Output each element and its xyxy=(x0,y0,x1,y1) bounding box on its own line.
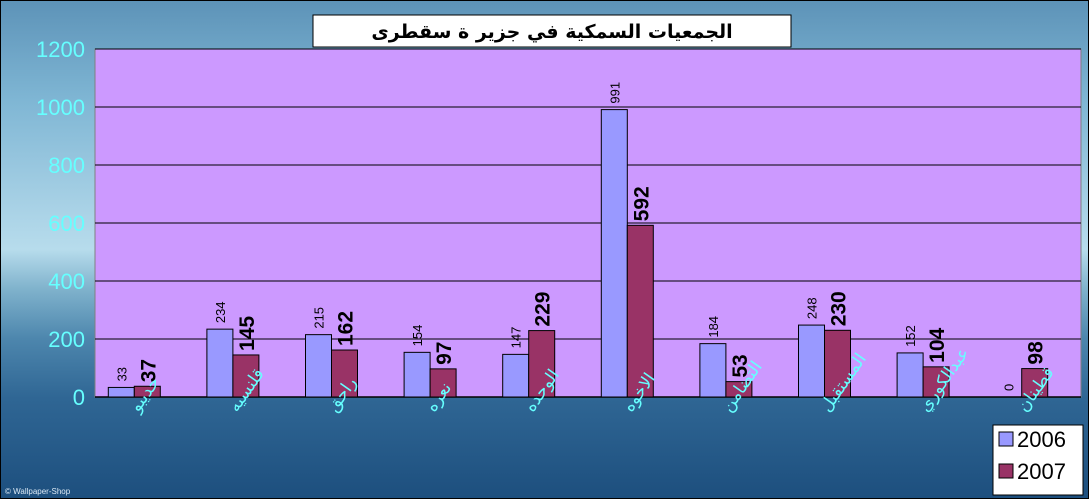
bar-2006 xyxy=(107,386,135,398)
bar-2007 xyxy=(133,385,161,398)
data-label-2006: 147 xyxy=(509,327,524,349)
data-label-2007: 97 xyxy=(433,342,456,365)
y-tick-label: 0 xyxy=(73,385,85,410)
y-tick-label: 1200 xyxy=(36,37,85,62)
legend-label-2006: 2006 xyxy=(1017,427,1066,452)
y-tick-label: 800 xyxy=(48,153,85,178)
data-label-2006: 234 xyxy=(213,301,228,323)
bar-2007 xyxy=(626,224,654,398)
y-tick-label: 1000 xyxy=(36,95,85,120)
bar-2006 xyxy=(798,324,825,398)
bar-2006 xyxy=(600,109,628,398)
data-label-2007: 98 xyxy=(1025,341,1048,365)
watermark: © Wallpaper-Shop xyxy=(5,487,71,496)
data-label-2007: 104 xyxy=(926,327,949,362)
legend-swatch-2006 xyxy=(998,431,1014,447)
bar-2006 xyxy=(699,343,727,398)
bar-2006 xyxy=(305,334,332,398)
bar-2007 xyxy=(824,329,851,398)
bar-2007 xyxy=(922,366,950,398)
bar-2006 xyxy=(403,351,431,398)
bar-2007 xyxy=(1021,368,1049,398)
legend-label-2007: 2007 xyxy=(1017,459,1066,484)
data-label-2006: 248 xyxy=(805,297,820,319)
data-label-2007: 229 xyxy=(532,292,555,327)
data-label-2006: 152 xyxy=(903,325,918,347)
data-label-2006: 184 xyxy=(706,316,721,338)
bar-2007 xyxy=(232,354,260,398)
data-label-2006: 0 xyxy=(1002,384,1017,391)
bar-2006 xyxy=(896,352,924,398)
data-label-2006: 991 xyxy=(607,82,622,104)
data-label-2006: 154 xyxy=(410,325,425,347)
data-label-2007: 145 xyxy=(236,316,259,351)
legend-swatch-2007 xyxy=(998,463,1014,479)
data-label-2007: 37 xyxy=(137,359,160,382)
data-label-2007: 53 xyxy=(729,354,752,377)
data-label-2006: 33 xyxy=(114,367,129,381)
chart-title: الجمعيات السمكية في جزير ة سقطرى xyxy=(371,21,732,43)
y-tick-label: 600 xyxy=(48,211,85,236)
bar-2006 xyxy=(502,353,530,398)
bar-2007 xyxy=(429,368,457,398)
data-label-2007: 592 xyxy=(630,186,653,221)
bar-2006 xyxy=(206,328,234,398)
bar-2007 xyxy=(331,349,358,398)
y-tick-label: 400 xyxy=(48,269,85,294)
data-label-2006: 215 xyxy=(312,307,327,329)
bar-2007 xyxy=(725,381,753,398)
chart-title-box xyxy=(312,14,792,48)
bar-2007 xyxy=(528,330,556,398)
data-label-2007: 230 xyxy=(828,291,851,326)
y-tick-label: 200 xyxy=(48,327,85,352)
data-label-2007: 162 xyxy=(335,311,358,346)
